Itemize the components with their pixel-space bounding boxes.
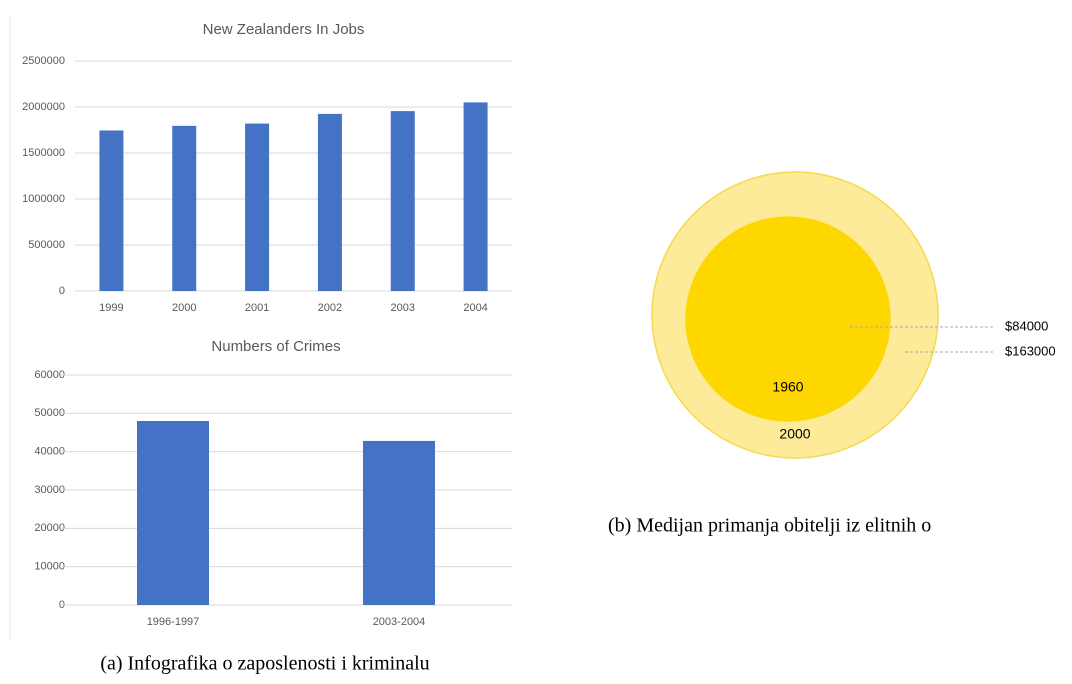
x-tick-label: 2002 (318, 302, 342, 314)
x-tick-label: 2003-2004 (373, 616, 426, 628)
bar (317, 113, 342, 292)
x-tick-label: 1999 (99, 302, 123, 314)
y-tick-label: 30000 (34, 484, 65, 496)
caption: (b) Medijan primanja obitelji iz elitnih… (608, 515, 931, 537)
y-tick-label: 2500000 (22, 55, 65, 67)
bar (99, 130, 124, 291)
bar (390, 111, 415, 291)
y-tick-label: 0 (59, 285, 65, 297)
y-tick-label: 2000000 (22, 101, 65, 113)
chart-title: Numbers of Crimes (211, 338, 340, 355)
x-tick-label: 2003 (391, 302, 415, 314)
x-tick-label: 1996-1997 (147, 616, 200, 628)
bar (137, 421, 209, 605)
category-label: 2000 (779, 426, 810, 442)
bar (363, 440, 435, 605)
y-tick-label: 50000 (34, 407, 65, 419)
bar (245, 123, 270, 291)
chart-title: New Zealanders In Jobs (203, 21, 365, 38)
value-label: $163000 (1005, 343, 1056, 358)
y-tick-label: 500000 (28, 239, 65, 251)
x-tick-label: 2004 (463, 302, 487, 314)
value-label: $84000 (1005, 318, 1048, 333)
y-tick-label: 20000 (34, 522, 65, 534)
y-tick-label: 1000000 (22, 193, 65, 205)
circle (685, 216, 891, 422)
y-tick-label: 10000 (34, 561, 65, 573)
x-tick-label: 2001 (245, 302, 269, 314)
caption: (a) Infografika o zaposlenosti i krimina… (100, 653, 429, 675)
x-tick-label: 2000 (172, 302, 196, 314)
bar (172, 125, 197, 291)
category-label: 1960 (772, 379, 803, 395)
y-tick-label: 60000 (34, 369, 65, 381)
y-tick-label: 40000 (34, 446, 65, 458)
bar (463, 102, 488, 292)
y-tick-label: 1500000 (22, 147, 65, 159)
